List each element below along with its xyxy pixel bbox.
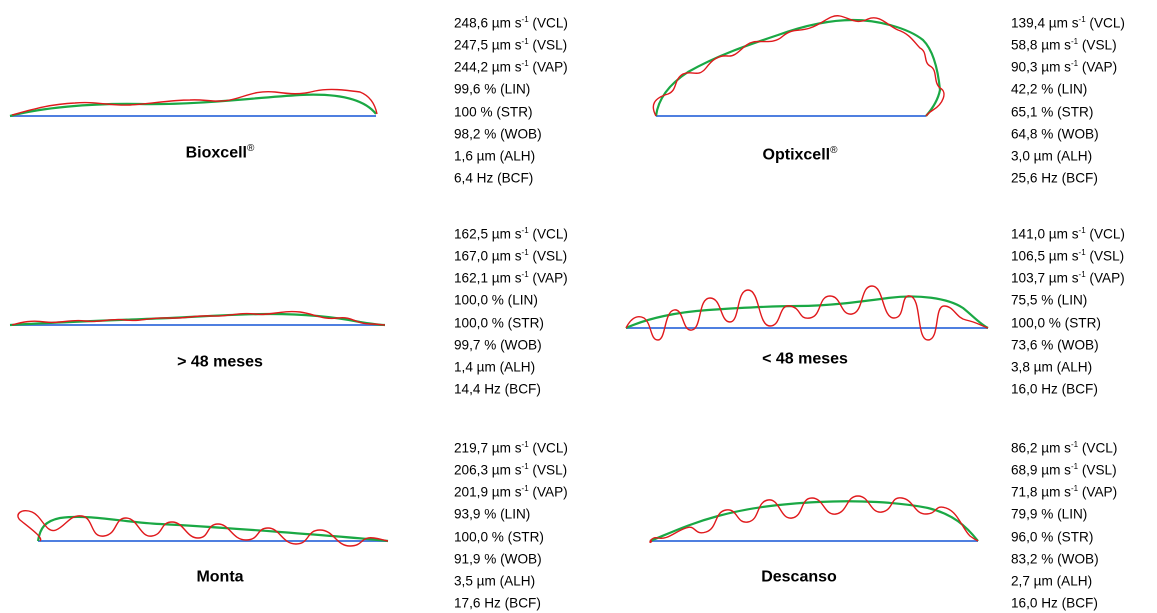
metrics-bioxcell: 248,6 µm s-1 (VCL) 247,5 µm s-1 (VSL) 24…: [454, 11, 568, 188]
vcl-path: [17, 510, 389, 547]
trajectory-plot-over-48: [9, 310, 386, 327]
metric-vsl: 58,8 µm s-1 (VSL): [1011, 37, 1117, 53]
trajectory-plot-bioxcell: [9, 88, 378, 118]
metric-vap: 244,2 µm s-1 (VAP): [454, 59, 568, 75]
panel-title-optixcell: Optixcell®: [762, 145, 838, 164]
metric-bcf: 25,6 Hz (BCF): [1011, 170, 1098, 186]
metric-wob: 99,7 % (WOB): [454, 337, 542, 353]
metric-vcl: 248,6 µm s-1 (VCL): [454, 15, 568, 31]
metrics-monta: 219,7 µm s-1 (VCL) 206,3 µm s-1 (VSL) 20…: [454, 436, 568, 613]
metric-vcl: 219,7 µm s-1 (VCL): [454, 440, 568, 456]
metric-str: 100 % (STR): [454, 104, 533, 120]
trajectory-plot-monta: [17, 510, 389, 547]
metric-wob: 64,8 % (WOB): [1011, 126, 1099, 142]
vcl-path: [652, 15, 945, 117]
metric-str: 100,0 % (STR): [454, 529, 544, 545]
metric-vap: 103,7 µm s-1 (VAP): [1011, 270, 1125, 286]
metric-lin: 79,9 % (LIN): [1011, 506, 1088, 522]
panel-over-48-months: > 48 meses 162,5 µm s-1 (VCL) 167,0 µm s…: [0, 194, 578, 396]
metric-str: 100,0 % (STR): [1011, 315, 1101, 331]
metric-str: 65,1 % (STR): [1011, 104, 1094, 120]
panel-title-over-48: > 48 meses: [177, 353, 263, 371]
metric-bcf: 14,4 Hz (BCF): [454, 381, 541, 397]
vcl-path: [649, 495, 979, 544]
metric-vap: 90,3 µm s-1 (VAP): [1011, 59, 1118, 75]
metric-vcl: 141,0 µm s-1 (VCL): [1011, 226, 1125, 242]
panel-title-monta: Monta: [196, 568, 244, 586]
panel-descanso: Descanso 86,2 µm s-1 (VCL) 68,9 µm s-1 (…: [578, 388, 1156, 610]
panel-monta: Monta 219,7 µm s-1 (VCL) 206,3 µm s-1 (V…: [0, 388, 578, 610]
metrics-optixcell: 139,4 µm s-1 (VCL) 58,8 µm s-1 (VSL) 90,…: [1011, 11, 1125, 188]
metric-vap: 71,8 µm s-1 (VAP): [1011, 484, 1118, 500]
metrics-descanso: 86,2 µm s-1 (VCL) 68,9 µm s-1 (VSL) 71,8…: [1011, 436, 1117, 613]
vap-path: [654, 18, 942, 117]
metric-vsl: 247,5 µm s-1 (VSL): [454, 37, 568, 53]
metric-bcf: 16,0 Hz (BCF): [1011, 381, 1098, 397]
vcl-path: [11, 310, 386, 326]
metric-lin: 93,9 % (LIN): [454, 506, 531, 522]
vap-path: [9, 93, 377, 118]
metric-str: 100,0 % (STR): [454, 315, 544, 331]
metric-lin: 75,5 % (LIN): [1011, 292, 1088, 308]
vcl-path: [625, 285, 989, 341]
metric-wob: 83,2 % (WOB): [1011, 551, 1099, 567]
panel-optixcell: Optixcell® 139,4 µm s-1 (VCL) 58,8 µm s-…: [578, 0, 1156, 194]
metric-alh: 3,5 µm (ALH): [454, 573, 536, 589]
panel-under-48-months: < 48 meses 141,0 µm s-1 (VCL) 106,5 µm s…: [578, 194, 1156, 396]
metric-alh: 3,0 µm (ALH): [1011, 148, 1093, 164]
metrics-over-48: 162,5 µm s-1 (VCL) 167,0 µm s-1 (VSL) 16…: [454, 222, 568, 399]
metric-alh: 3,8 µm (ALH): [1011, 359, 1093, 375]
metric-bcf: 6,4 Hz (BCF): [454, 170, 534, 186]
vcl-path: [11, 88, 378, 116]
metric-bcf: 17,6 Hz (BCF): [454, 595, 541, 611]
panel-title-descanso: Descanso: [761, 568, 837, 586]
metric-alh: 1,4 µm (ALH): [454, 359, 536, 375]
trajectory-plot-under-48: [625, 285, 989, 341]
vap-path: [36, 515, 389, 543]
metric-vcl: 86,2 µm s-1 (VCL): [1011, 440, 1118, 456]
metric-str: 96,0 % (STR): [1011, 529, 1094, 545]
metric-vsl: 106,5 µm s-1 (VSL): [1011, 248, 1125, 264]
metric-alh: 1,6 µm (ALH): [454, 148, 536, 164]
trajectory-plot-descanso: [649, 495, 979, 544]
metric-wob: 73,6 % (WOB): [1011, 337, 1099, 353]
trajectory-plot-optixcell: [652, 15, 945, 117]
panel-title-bioxcell: Bioxcell®: [185, 143, 255, 162]
metric-lin: 100,0 % (LIN): [454, 292, 538, 308]
metric-vsl: 167,0 µm s-1 (VSL): [454, 248, 568, 264]
metric-alh: 2,7 µm (ALH): [1011, 573, 1093, 589]
metric-bcf: 16,0 Hz (BCF): [1011, 595, 1098, 611]
metric-vsl: 68,9 µm s-1 (VSL): [1011, 462, 1117, 478]
metric-lin: 42,2 % (LIN): [1011, 81, 1088, 97]
metric-vcl: 139,4 µm s-1 (VCL): [1011, 15, 1125, 31]
metric-wob: 91,9 % (WOB): [454, 551, 542, 567]
vap-path: [649, 500, 979, 543]
metric-vcl: 162,5 µm s-1 (VCL): [454, 226, 568, 242]
metric-lin: 99,6 % (LIN): [454, 81, 531, 97]
metrics-under-48: 141,0 µm s-1 (VCL) 106,5 µm s-1 (VSL) 10…: [1011, 222, 1125, 399]
metric-vap: 201,9 µm s-1 (VAP): [454, 484, 568, 500]
vap-path: [625, 295, 989, 330]
metric-wob: 98,2 % (WOB): [454, 126, 542, 142]
panel-bioxcell: Bioxcell® 248,6 µm s-1 (VCL) 247,5 µm s-…: [0, 0, 578, 194]
panel-title-under-48: < 48 meses: [762, 350, 848, 368]
metric-vap: 162,1 µm s-1 (VAP): [454, 270, 568, 286]
metric-vsl: 206,3 µm s-1 (VSL): [454, 462, 568, 478]
